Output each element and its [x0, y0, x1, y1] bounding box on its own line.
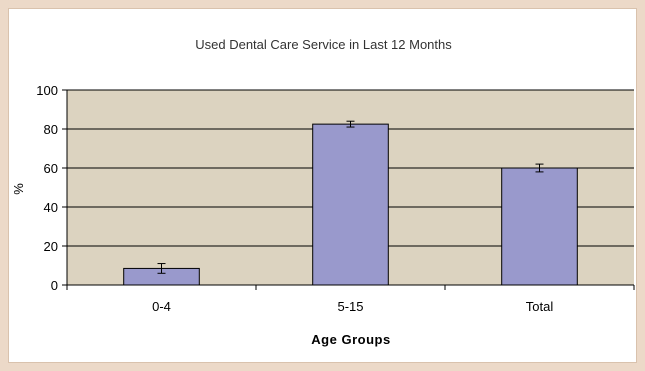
- y-tick-label: 40: [44, 200, 58, 215]
- y-tick-label: 100: [36, 83, 58, 98]
- bar-Total: [501, 167, 578, 286]
- axes: [62, 89, 635, 290]
- y-tick-label: 0: [51, 278, 58, 293]
- y-tick-labels: 0 20 40 60 80 100: [36, 83, 58, 293]
- x-tick-labels: 0-4 5-15 Total: [152, 299, 553, 314]
- chart-title: Used Dental Care Service in Last 12 Mont…: [195, 37, 452, 52]
- y-tick-label: 80: [44, 122, 58, 137]
- bar-chart: 0 20 40 60 80 100 0-4 5-15 Total % Age Groups: [11, 83, 635, 347]
- error-bars: [157, 120, 544, 274]
- y-tick-label: 60: [44, 161, 58, 176]
- x-tick-label: Total: [526, 299, 554, 314]
- y-axis-title: %: [11, 183, 26, 195]
- chart-panel: Used Dental Care Service in Last 12 Mont…: [8, 8, 637, 363]
- x-axis-title: Age Groups: [311, 332, 390, 347]
- x-tick-label: 5-15: [337, 299, 363, 314]
- y-tick-label: 20: [44, 239, 58, 254]
- x-tick-label: 0-4: [152, 299, 171, 314]
- bar-5-15: [312, 123, 389, 286]
